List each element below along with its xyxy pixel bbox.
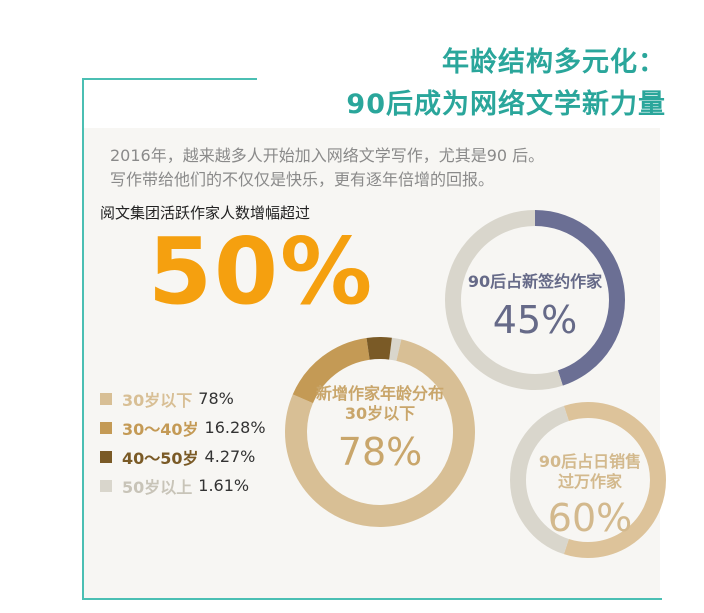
signed-ring-label: 90后占新签约作家 bbox=[467, 272, 603, 291]
signed-share-arc bbox=[534, 210, 625, 386]
daily-sales-ring bbox=[510, 402, 666, 558]
title-line-1: 年龄结构多元化： bbox=[442, 47, 666, 78]
legend-value: 1.61% bbox=[198, 476, 250, 495]
legend-label: 40～50岁 bbox=[122, 448, 199, 468]
legend-swatch bbox=[100, 450, 112, 463]
signed-authors-ring bbox=[445, 210, 625, 390]
legend-swatch bbox=[100, 479, 112, 492]
legend-item: 30岁以下 78% bbox=[100, 384, 266, 413]
sales-share-arc bbox=[563, 402, 666, 558]
age-slice bbox=[285, 339, 475, 527]
age-slice bbox=[292, 337, 371, 404]
legend-value: 16.28% bbox=[204, 418, 266, 437]
signed-ring-text: 90后占新签约作家 45% bbox=[455, 272, 615, 342]
sales-ring-text: 90后占日销售 过万作家 60% bbox=[520, 452, 660, 540]
highlight-label: 阅文集团活跃作家人数增幅超过 bbox=[100, 204, 311, 222]
age-ring-text: 新增作家年龄分布 30岁以下 78% bbox=[285, 384, 475, 474]
frame-top-border bbox=[82, 78, 257, 80]
intro-line-1: 2016年，越来越多人开始加入网络文学写作，尤其是90 后。 bbox=[110, 146, 545, 165]
legend: 30岁以下 78% 30～40岁 16.28% 40～50岁 4.27% 50岁… bbox=[100, 384, 266, 500]
sales-rest-arc bbox=[510, 405, 570, 555]
age-ring-value: 78% bbox=[337, 430, 423, 474]
signed-rest-arc bbox=[445, 210, 563, 390]
legend-swatch bbox=[100, 421, 112, 434]
legend-item: 30～40岁 16.28% bbox=[100, 413, 266, 442]
title-line-2: 90后成为网络文学新力量 bbox=[346, 89, 666, 120]
legend-item: 40～50岁 4.27% bbox=[100, 442, 266, 471]
frame-border bbox=[82, 78, 662, 600]
legend-value: 4.27% bbox=[204, 447, 256, 466]
legend-label: 50岁以上 bbox=[122, 477, 193, 497]
legend-item: 50岁以上 1.61% bbox=[100, 471, 266, 500]
age-slice bbox=[389, 337, 402, 361]
sales-ring-label-2: 过万作家 bbox=[557, 472, 622, 491]
intro-line-2: 写作带给他们的不仅仅是快乐，更有逐年倍增的回报。 bbox=[110, 170, 495, 189]
age-ring-label-1: 新增作家年龄分布 bbox=[315, 384, 444, 403]
legend-swatch bbox=[100, 392, 112, 405]
signed-ring-value: 45% bbox=[492, 298, 578, 342]
legend-value: 78% bbox=[198, 389, 234, 408]
age-slice bbox=[366, 337, 392, 360]
age-ring-label-2: 30岁以下 bbox=[344, 404, 416, 423]
sales-ring-value: 60% bbox=[547, 496, 633, 540]
legend-label: 30岁以下 bbox=[122, 390, 193, 410]
age-distribution-ring bbox=[285, 337, 475, 527]
legend-label: 30～40岁 bbox=[122, 419, 199, 439]
highlight-value: 50% bbox=[148, 218, 375, 325]
sales-ring-label-1: 90后占日销售 bbox=[538, 452, 642, 471]
